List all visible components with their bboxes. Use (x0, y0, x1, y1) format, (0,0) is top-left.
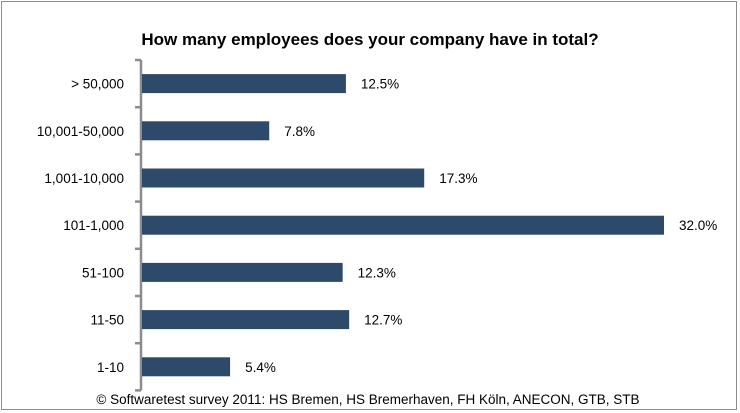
value-label: 12.7% (364, 313, 402, 328)
value-label: 7.8% (284, 124, 315, 139)
category-label: 1-10 (97, 360, 124, 375)
value-label: 12.5% (361, 77, 399, 92)
category-labels: > 50,000 10,001-50,000 1,001-10,000 101-1,0… (37, 77, 124, 375)
category-label: 51-100 (82, 265, 124, 280)
value-label: 5.4% (245, 360, 276, 375)
footer-note: © Softwaretest survey 2011: HS Bremen, H… (96, 392, 639, 407)
bar (142, 357, 231, 377)
value-label: 17.3% (439, 171, 477, 186)
value-labels: 12.5% 7.8% 17.3% 32.0% 12.3% 12.7% 5.4% (245, 77, 717, 375)
value-label: 12.3% (358, 265, 396, 280)
chart-title: How many employees does your company hav… (141, 30, 598, 49)
bar (142, 74, 346, 94)
value-label: 32.0% (679, 218, 717, 233)
category-label: > 50,000 (71, 77, 124, 92)
bar (142, 310, 350, 330)
category-label: 101-1,000 (63, 218, 124, 233)
bars (142, 74, 664, 377)
category-label: 10,001-50,000 (37, 124, 124, 139)
category-label: 11-50 (90, 313, 124, 328)
bar (142, 215, 664, 235)
bar (142, 168, 425, 188)
category-label: 1,001-10,000 (44, 171, 124, 186)
bar (142, 121, 270, 141)
bar (142, 262, 343, 282)
category-axis (135, 58, 143, 392)
